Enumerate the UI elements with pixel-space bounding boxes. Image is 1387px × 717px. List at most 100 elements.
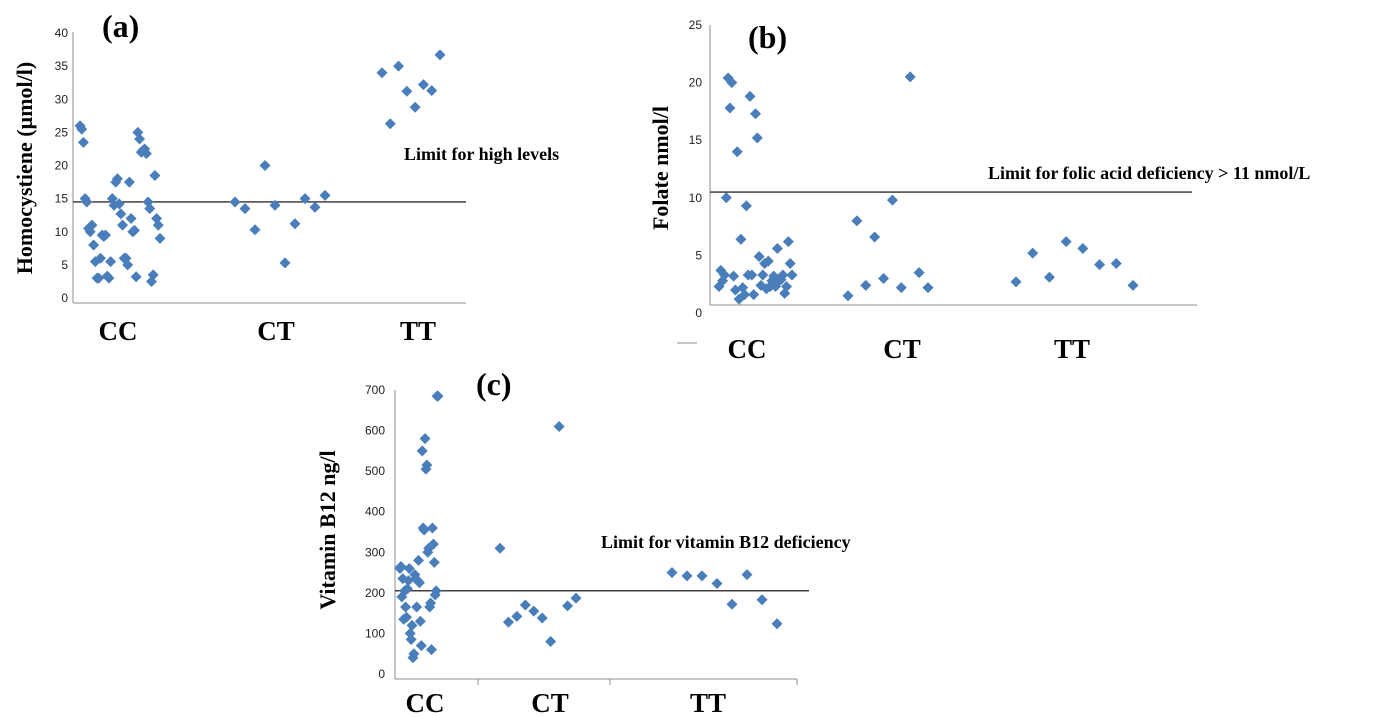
panel-a-point-cc (86, 219, 98, 231)
panel-c-point-ct (562, 600, 574, 612)
panel-b-point-cc (739, 289, 751, 301)
panel-c-point-cc (415, 640, 427, 652)
panel-b-point-cc (720, 192, 732, 204)
panel-b-point-cc (744, 90, 756, 102)
panel-a-point-cc (93, 272, 105, 284)
panel-b-point-cc (751, 132, 763, 144)
panel-b-point-cc (762, 255, 774, 267)
panel-b-y-tick-label: 5 (695, 248, 702, 262)
panel-b-y-ticks: 0 5 10 15 20 25 (689, 18, 703, 320)
panel-a-point-cc (147, 269, 159, 281)
panel-a-label: (a) (102, 8, 139, 44)
panel-b-point-ct (895, 282, 907, 294)
panel-a-point-tt (409, 101, 421, 113)
panel-b-point-cc (748, 289, 760, 301)
panel-b-point-cc (771, 242, 783, 254)
panel-a-point-ct (289, 218, 301, 230)
panel-b-point-ct (922, 282, 934, 294)
panel-a-points (74, 49, 446, 287)
panel-c-y-ticks: 0 100 200 300 400 500 600 700 (365, 383, 385, 681)
panel-b-point-cc (784, 257, 796, 269)
panel-a-point-cc (128, 224, 140, 236)
panel-a-point-tt (401, 85, 413, 97)
panel-b-point-ct (842, 290, 854, 302)
panel-a-point-tt (376, 67, 388, 79)
panel-a-y-tick-label: 40 (55, 26, 69, 40)
panel-a-point-ct (249, 224, 261, 236)
panel-a-point-cc (149, 169, 161, 181)
panel-c-point-tt (726, 598, 738, 610)
panel-a-point-ct (229, 196, 241, 208)
panel-a-chart: (a) Homocystiene (µmol/l) 0 5 10 15 20 25 30 35… (12, 8, 559, 346)
panel-c-y-tick-label: 700 (365, 383, 385, 397)
panel-a-y-tick-label: 5 (61, 258, 68, 272)
panel-c-category-ct: CT (531, 688, 569, 717)
panel-b-point-tt (1077, 242, 1089, 254)
panel-c-y-tick-label: 600 (365, 424, 385, 438)
panel-a-category-cc: CC (99, 316, 138, 346)
panel-a-category-ct: CT (257, 316, 295, 346)
panel-c-points (394, 390, 783, 664)
panel-b-point-cc (718, 269, 730, 281)
panel-c-point-ct (502, 616, 514, 628)
panel-b-point-tt (1127, 279, 1139, 291)
panel-b-point-cc (757, 269, 769, 281)
panel-a-y-tick-label: 0 (61, 291, 68, 305)
panel-c-label: (c) (476, 366, 512, 402)
panel-c-point-ct (545, 636, 557, 648)
panel-b-category-ct: CT (883, 334, 921, 364)
panel-a-y-axis-label: Homocystiene (µmol/l) (12, 62, 37, 274)
panel-a-point-cc (88, 239, 100, 251)
panel-b-y-tick-label: 10 (689, 191, 703, 205)
panel-b-point-cc (726, 77, 738, 89)
panel-c-point-cc (408, 648, 420, 660)
panel-c-y-axis-label: Vitamin B12 ng/l (315, 450, 340, 609)
panel-c-point-cc (418, 524, 430, 536)
panel-a-point-cc (115, 208, 127, 220)
panel-c-y-tick-label: 100 (365, 626, 385, 640)
panel-a-point-cc (130, 271, 142, 283)
panel-a-y-tick-label: 10 (55, 225, 69, 239)
panel-a-y-ticks: 0 5 10 15 20 25 30 35 40 (55, 26, 69, 305)
panel-a-point-ct (259, 160, 271, 171)
panel-c-point-tt (666, 567, 678, 579)
panel-a-point-cc (144, 203, 156, 215)
panel-b-category-cc: CC (728, 334, 767, 364)
panel-a-y-tick-label: 20 (55, 159, 69, 173)
panel-c-point-cc (411, 601, 423, 613)
panel-a-point-cc (117, 219, 129, 231)
panel-b-point-ct (904, 71, 916, 83)
panel-b-point-cc (750, 108, 761, 120)
panel-c-point-tt (756, 594, 768, 606)
panel-b-label: (b) (748, 19, 787, 55)
panel-b-y-tick-label: 20 (689, 76, 703, 90)
panel-c-y-tick-label: 200 (365, 586, 385, 600)
panel-b-limit-annotation: Limit for folic acid deficiency > 11 nmo… (988, 163, 1310, 183)
panel-c-point-ct (519, 599, 531, 611)
panel-c-point-cc (425, 597, 437, 609)
panel-c-point-cc (403, 563, 415, 575)
panel-c-point-cc (428, 556, 440, 568)
panel-b-point-cc (731, 146, 743, 158)
panel-b-point-cc (782, 236, 794, 248)
panel-a-point-tt (417, 79, 429, 91)
panel-c-point-cc (419, 433, 431, 445)
panel-b-point-tt (1094, 259, 1106, 271)
panel-a-point-ct (279, 257, 291, 269)
panel-c-limit-annotation: Limit for vitamin B12 deficiency (601, 532, 851, 552)
panel-c-point-cc (430, 585, 442, 597)
panel-c-point-tt (771, 618, 783, 630)
panel-b-point-cc (724, 102, 736, 114)
panel-b-point-cc (740, 200, 752, 212)
panel-c-point-cc (400, 611, 412, 623)
panel-a-point-cc (140, 148, 152, 160)
panel-b-point-tt (1060, 236, 1072, 248)
panel-c-point-cc (432, 390, 444, 402)
panel-a-point-cc (113, 198, 125, 210)
panel-b-point-tt (1027, 247, 1039, 259)
panel-b-point-cc (753, 251, 765, 263)
panel-c-point-cc (401, 583, 413, 595)
panel-c-point-ct (536, 612, 548, 624)
panel-a-point-cc (94, 252, 106, 264)
